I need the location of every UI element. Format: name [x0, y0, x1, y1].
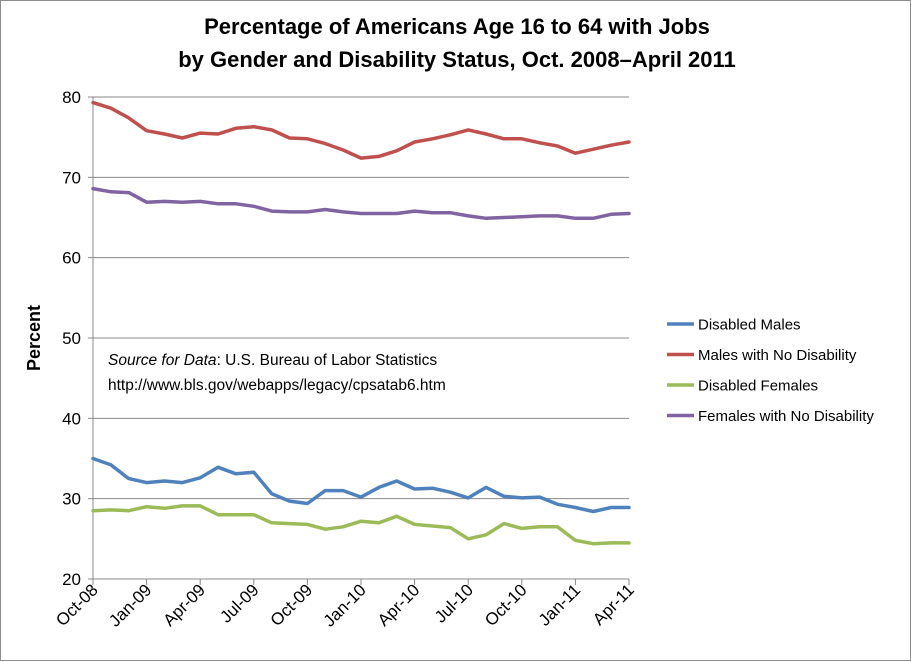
x-tick-label: Apr-09: [160, 580, 210, 630]
x-ticks: Oct-08 Jan-09 Apr-09 Jul-09 Oct-09 Jan-10 Apr-…: [52, 579, 638, 631]
chart-title-line-1: Percentage of Americans Age 16 to 64 wit…: [204, 14, 710, 39]
y-tick-label: 80: [62, 88, 81, 107]
y-tick-label: 40: [62, 409, 81, 428]
series-line: [91, 100, 631, 160]
legend-label: Males with No Disability: [698, 347, 857, 364]
x-tick-label: Oct-09: [267, 580, 317, 630]
y-tick-label: 30: [62, 490, 81, 509]
y-tick-label: 20: [62, 570, 81, 589]
y-ticks: 20 30 40 50 60 70 80: [62, 88, 93, 589]
source-text: : U.S. Bureau of Labor Statistics: [217, 352, 438, 369]
legend-label: Disabled Males: [698, 317, 801, 334]
source-annotation: Source for Data: U.S. Bureau of Labor St…: [108, 352, 446, 394]
y-axis-label: Percent: [24, 305, 44, 371]
source-label: Source for Data: [108, 352, 217, 369]
x-tick-label: Apr-11: [589, 580, 638, 629]
legend-label: Females with No Disability: [698, 408, 874, 425]
x-tick-label: Oct-10: [481, 580, 531, 630]
x-tick-label: Jan-10: [320, 580, 370, 630]
x-tick-label: Jan-11: [535, 580, 584, 629]
series-lines: [91, 100, 631, 546]
x-tick-label: Apr-10: [374, 580, 424, 630]
x-tick-label: Jul-09: [216, 580, 262, 626]
y-tick-label: 60: [62, 249, 81, 268]
x-tick-label: Jul-10: [431, 580, 477, 626]
series-line: [91, 504, 631, 546]
source-line-1: Source for Data: U.S. Bureau of Labor St…: [108, 352, 437, 369]
chart-title-line-2: by Gender and Disability Status, Oct. 20…: [178, 47, 736, 72]
y-tick-label: 50: [62, 329, 81, 348]
series-line: [91, 186, 631, 221]
source-url: http://www.bls.gov/webapps/legacy/cpsata…: [108, 377, 446, 394]
x-tick-label: Jan-09: [105, 580, 155, 630]
legend: Disabled Males Males with No Disability Di…: [667, 317, 874, 425]
series-line: [91, 456, 631, 514]
legend-label: Disabled Females: [698, 378, 818, 395]
y-tick-label: 70: [62, 168, 81, 187]
